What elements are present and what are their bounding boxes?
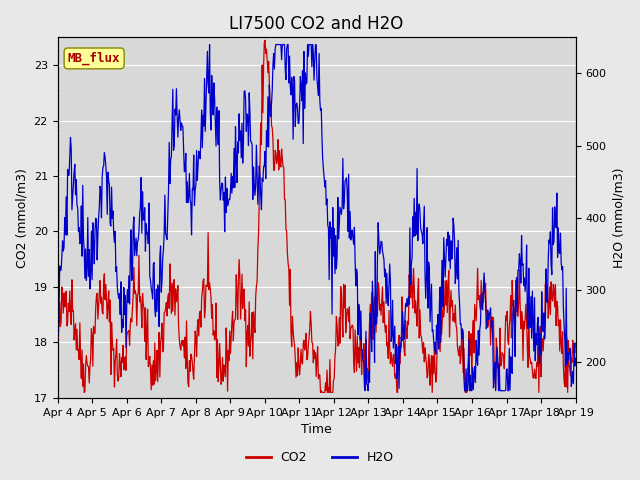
Y-axis label: CO2 (mmol/m3): CO2 (mmol/m3) bbox=[15, 168, 28, 267]
Title: LI7500 CO2 and H2O: LI7500 CO2 and H2O bbox=[229, 15, 404, 33]
Text: MB_flux: MB_flux bbox=[68, 52, 120, 65]
X-axis label: Time: Time bbox=[301, 423, 332, 436]
Y-axis label: H2O (mmol/m3): H2O (mmol/m3) bbox=[612, 168, 625, 268]
Legend: CO2, H2O: CO2, H2O bbox=[241, 446, 399, 469]
